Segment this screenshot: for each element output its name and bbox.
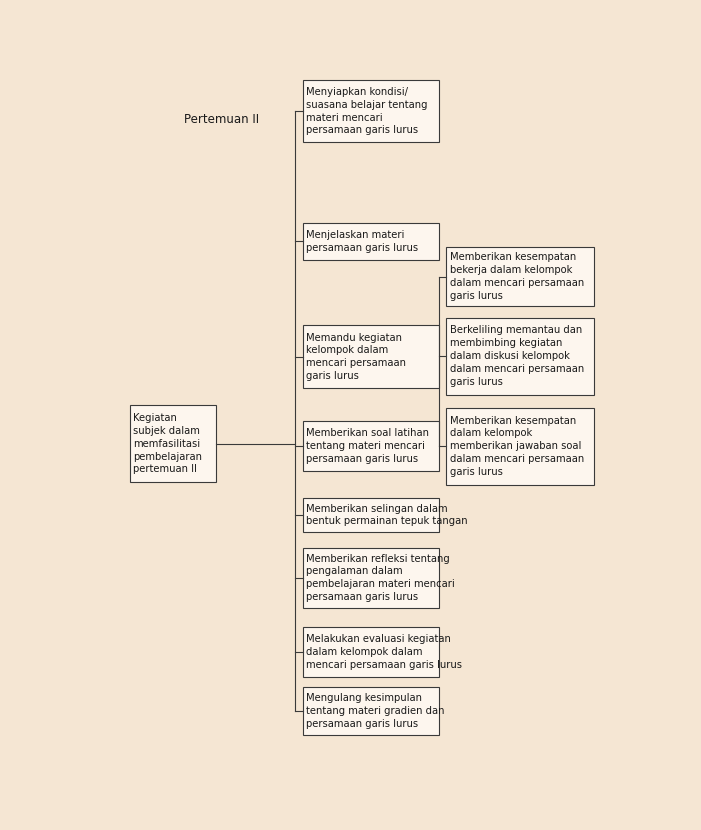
Text: Memberikan kesempatan
bekerja dalam kelompok
dalam mencari persamaan
garis lurus: Memberikan kesempatan bekerja dalam kelo… — [449, 252, 584, 301]
Text: Menyiapkan kondisi/
suasana belajar tentang
materi mencari
persamaan garis lurus: Menyiapkan kondisi/ suasana belajar tent… — [306, 87, 428, 135]
FancyBboxPatch shape — [303, 687, 439, 735]
Text: Berkeliling memantau dan
membimbing kegiatan
dalam diskusi kelompok
dalam mencar: Berkeliling memantau dan membimbing kegi… — [449, 325, 584, 387]
Text: Kegiatan
subjek dalam
memfasilitasi
pembelajaran
pertemuan II: Kegiatan subjek dalam memfasilitasi pemb… — [133, 413, 203, 475]
FancyBboxPatch shape — [303, 81, 439, 142]
Text: Memberikan kesempatan
dalam kelompok
memberikan jawaban soal
dalam mencari persa: Memberikan kesempatan dalam kelompok mem… — [449, 416, 584, 476]
FancyBboxPatch shape — [130, 405, 215, 482]
FancyBboxPatch shape — [303, 325, 439, 388]
FancyBboxPatch shape — [303, 421, 439, 471]
Text: Melakukan evaluasi kegiatan
dalam kelompok dalam
mencari persamaan garis lurus: Melakukan evaluasi kegiatan dalam kelomp… — [306, 634, 462, 670]
FancyBboxPatch shape — [447, 247, 594, 306]
FancyBboxPatch shape — [303, 498, 439, 532]
Text: Menjelaskan materi
persamaan garis lurus: Menjelaskan materi persamaan garis lurus — [306, 230, 418, 252]
Text: Mengulang kesimpulan
tentang materi gradien dan
persamaan garis lurus: Mengulang kesimpulan tentang materi grad… — [306, 693, 444, 729]
Text: Memberikan refleksi tentang
pengalaman dalam
pembelajaran materi mencari
persama: Memberikan refleksi tentang pengalaman d… — [306, 554, 455, 602]
FancyBboxPatch shape — [447, 408, 594, 485]
FancyBboxPatch shape — [303, 222, 439, 260]
Text: Memandu kegiatan
kelompok dalam
mencari persamaan
garis lurus: Memandu kegiatan kelompok dalam mencari … — [306, 333, 406, 381]
FancyBboxPatch shape — [303, 548, 439, 608]
FancyBboxPatch shape — [447, 318, 594, 394]
FancyBboxPatch shape — [303, 627, 439, 677]
Text: Memberikan soal latihan
tentang materi mencari
persamaan garis lurus: Memberikan soal latihan tentang materi m… — [306, 428, 429, 463]
Text: Pertemuan II: Pertemuan II — [184, 114, 259, 126]
Text: Memberikan selingan dalam
bentuk permainan tepuk tangan: Memberikan selingan dalam bentuk permain… — [306, 504, 468, 526]
